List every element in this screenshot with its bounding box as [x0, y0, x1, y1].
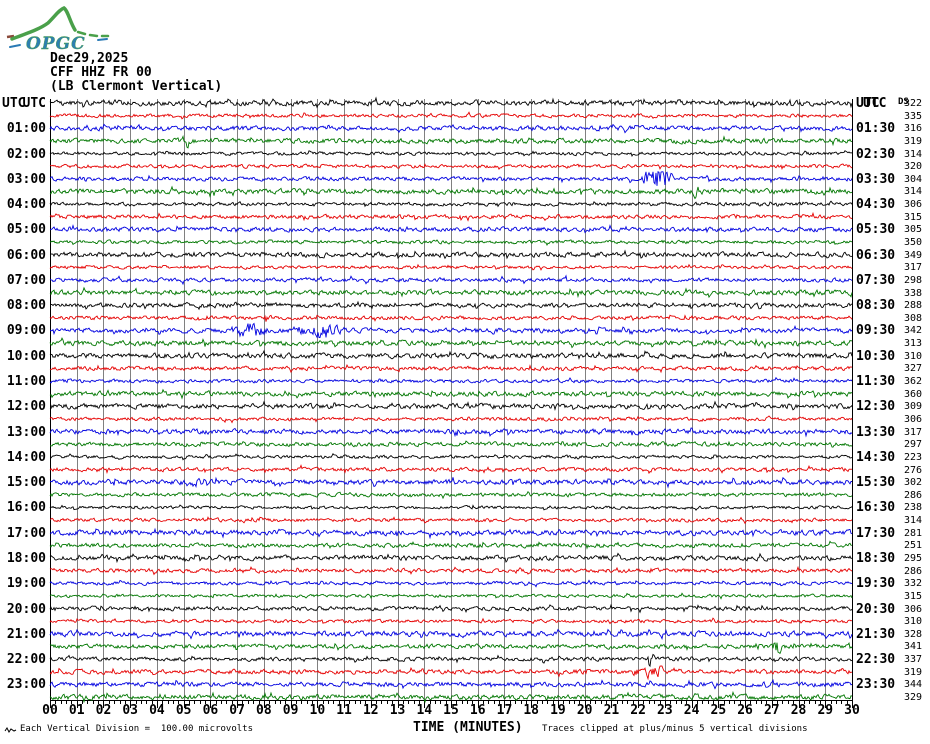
seismo-trace-2000 [49, 603, 853, 614]
seismo-trace-1900 [49, 579, 853, 588]
seismo-trace-1500 [49, 476, 852, 489]
logo-blue-dashes [9, 38, 108, 48]
seismo-trace-1230 [49, 415, 853, 424]
seismo-trace-1800 [49, 552, 853, 564]
seismo-trace-1000 [49, 349, 853, 360]
seismo-trace-2300 [49, 678, 853, 690]
ds-column-header: DS [898, 97, 909, 107]
time-axis-ruler [50, 700, 853, 708]
seismo-trace-2200 [49, 653, 853, 668]
seismo-trace-0030 [49, 111, 853, 120]
date-line: Dec29,2025 [50, 51, 129, 66]
seismo-trace-0630 [49, 263, 853, 271]
seismo-trace-0400 [49, 200, 853, 208]
seismo-trace-0800 [50, 300, 853, 311]
seismo-trace-1030 [49, 364, 853, 374]
seismo-trace-0000 [49, 96, 853, 109]
channel-line: CFF HHZ FR 00 [50, 65, 152, 80]
seismo-trace-1200 [49, 400, 853, 411]
seismo-trace-0300 [49, 171, 853, 186]
logo-text: OPGC [26, 34, 86, 54]
seismo-trace-0900 [49, 322, 853, 339]
seismo-trace-0600 [49, 249, 853, 260]
vertical-division-note: Each Vertical Division = 100.00 microvol… [20, 724, 253, 734]
seismo-trace-1930 [49, 592, 853, 600]
x-axis-title: TIME (MINUTES) [413, 720, 523, 735]
seismo-trace-2030 [49, 617, 853, 625]
logo-left-dash [6, 34, 15, 39]
utc-header-right: UTC [863, 96, 887, 111]
seismo-trace-1330 [49, 440, 853, 448]
seismo-trace-1600 [49, 504, 853, 511]
seismo-trace-0100 [49, 123, 853, 134]
seismo-trace-2230 [49, 665, 853, 681]
seismo-trace-0930 [49, 337, 853, 350]
logo-dashed-tail [76, 30, 110, 38]
seismo-trace-1300 [49, 427, 853, 438]
mini-trace-mark [4, 727, 17, 733]
seismo-trace-0200 [49, 150, 853, 158]
seismo-trace-1400 [49, 453, 853, 461]
seismo-trace-2330 [49, 690, 853, 704]
seismo-trace-0230 [49, 163, 853, 171]
logo-mountain-curve [10, 6, 77, 41]
minute-gridlines [50, 99, 853, 700]
opgc-logo: OPGC [6, 6, 110, 54]
utc-header-left: UTC [2, 96, 26, 111]
clipping-note: Traces clipped at plus/minus 5 vertical … [542, 724, 808, 734]
seismo-trace-0530 [49, 239, 853, 246]
seismo-trace-2100 [49, 628, 853, 641]
title-block: Dec29,2025 CFF HHZ FR 00 (LB Clermont Ve… [50, 52, 222, 94]
seismo-trace-1630 [49, 516, 853, 525]
seismo-trace-1530 [49, 490, 853, 500]
seismo-trace-1730 [49, 540, 853, 550]
seismo-trace-0830 [49, 314, 853, 322]
location-line: (LB Clermont Vertical) [50, 79, 223, 94]
seismo-trace-0700 [49, 274, 853, 286]
seismo-trace-1430 [49, 464, 853, 475]
seismo-trace-0330 [49, 185, 853, 200]
seismo-trace-1700 [49, 527, 853, 540]
seismo-trace-1130 [49, 388, 853, 400]
seismo-trace-1830 [49, 565, 853, 576]
seismo-trace-0130 [49, 134, 852, 149]
seismo-trace-0730 [49, 286, 853, 299]
seismo-trace-0500 [49, 224, 853, 234]
seismo-trace-0430 [49, 211, 853, 222]
seismo-trace-2130 [49, 641, 853, 655]
seismo-trace-1100 [49, 376, 853, 384]
